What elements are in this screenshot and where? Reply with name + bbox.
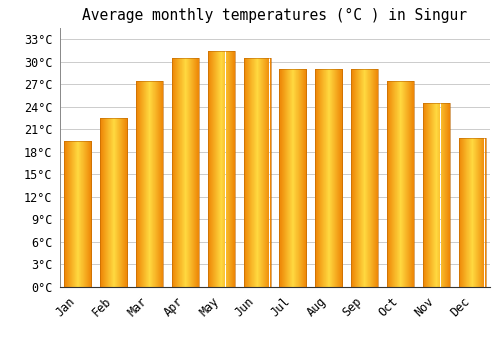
Bar <box>64 141 92 287</box>
Bar <box>316 69 342 287</box>
Bar <box>172 58 199 287</box>
Bar <box>423 103 450 287</box>
Bar <box>387 80 414 287</box>
Bar <box>244 58 270 287</box>
Bar <box>351 69 378 287</box>
Bar <box>208 50 234 287</box>
Bar <box>136 80 163 287</box>
Bar <box>280 69 306 287</box>
Bar <box>100 118 127 287</box>
Bar <box>458 138 485 287</box>
Title: Average monthly temperatures (°C ) in Singur: Average monthly temperatures (°C ) in Si… <box>82 8 468 23</box>
